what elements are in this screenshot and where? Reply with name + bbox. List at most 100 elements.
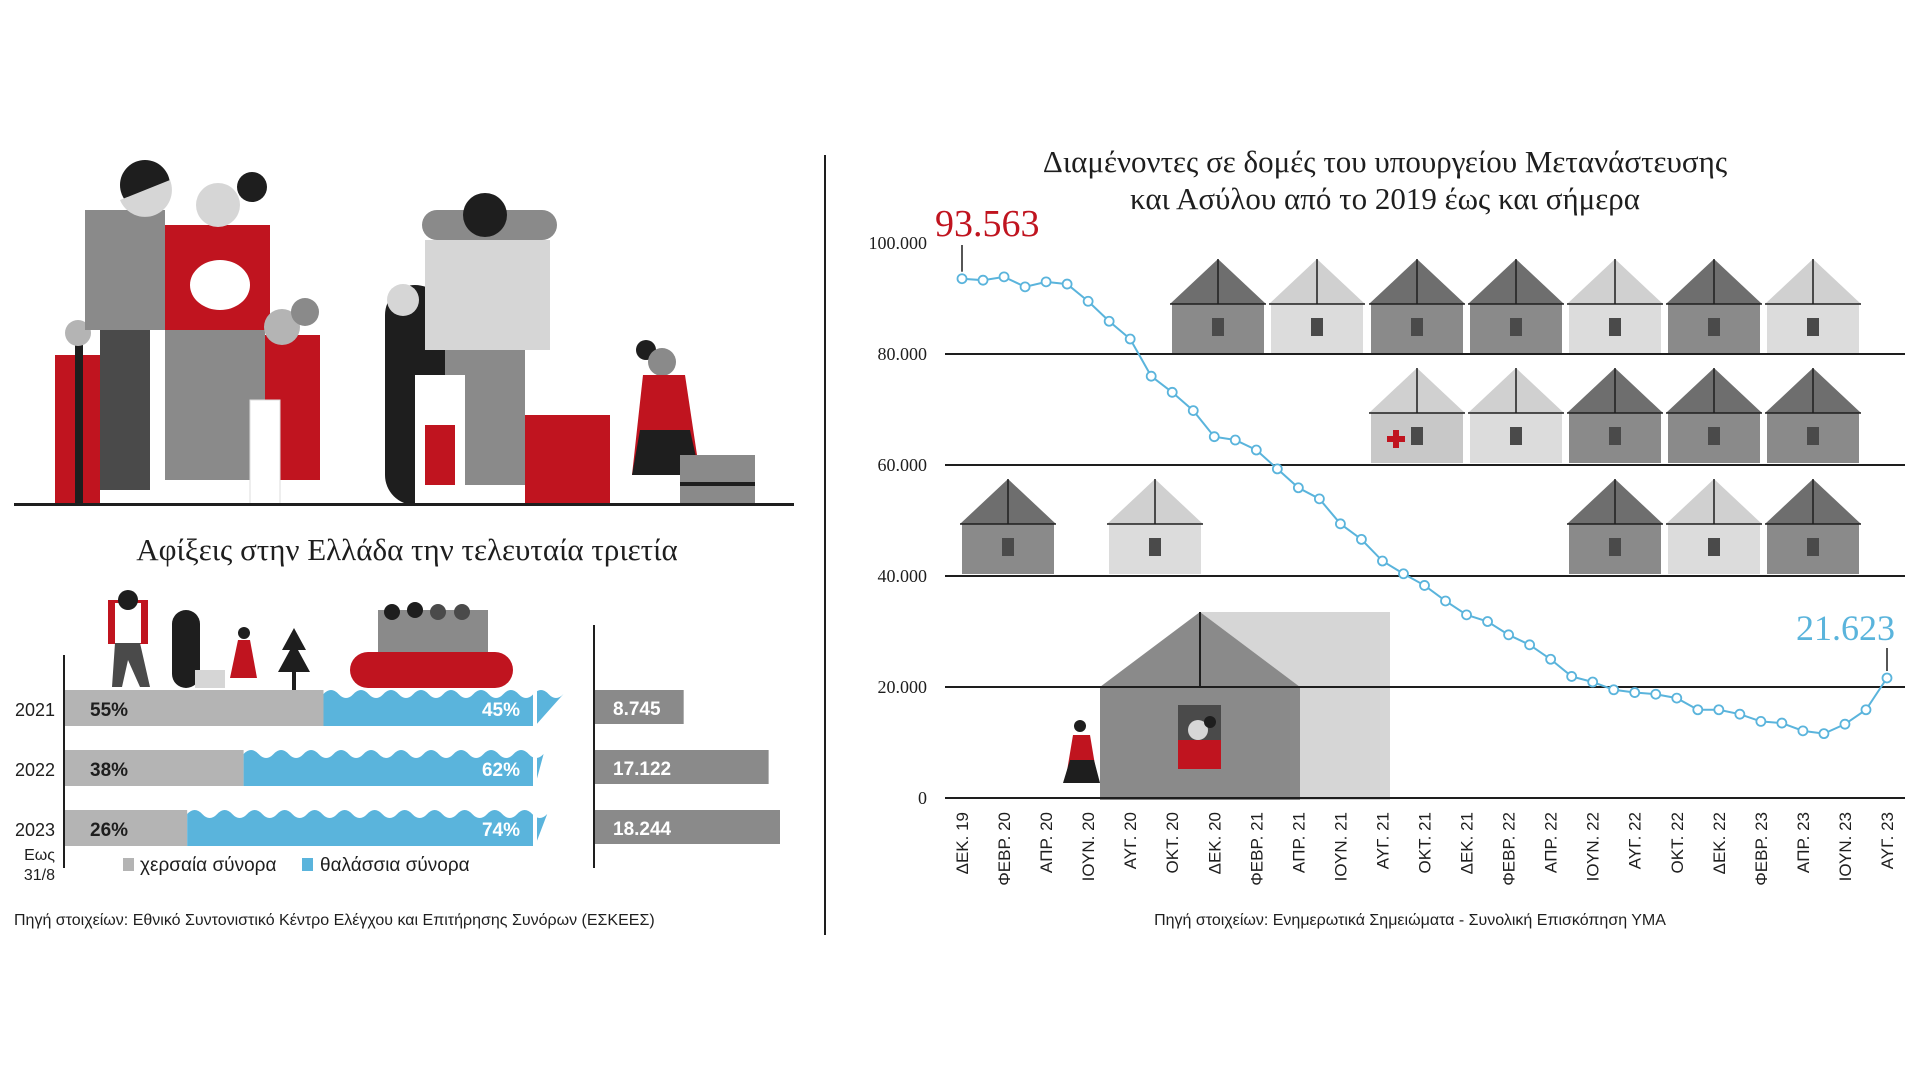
- house-door: [1510, 318, 1522, 336]
- x-tick-label: ΦΕΒΡ. 21: [1247, 812, 1266, 886]
- house-door: [1149, 538, 1161, 556]
- year-label: 2023: [15, 820, 55, 840]
- data-point: [1692, 704, 1704, 716]
- right-source: Πηγή στοιχείων: Ενημερωτικά Σημειώματα -…: [1154, 912, 1666, 929]
- x-tick-label: ΦΕΒΡ. 22: [1500, 812, 1519, 886]
- x-tick-label: ΟΚΤ. 22: [1668, 812, 1687, 873]
- x-tick-label: ΙΟΥΝ. 22: [1584, 812, 1603, 881]
- x-tick-label: ΑΥΓ. 23: [1878, 812, 1897, 869]
- x-tick-label: ΦΕΒΡ. 23: [1752, 812, 1771, 886]
- x-tick-label: ΔΕΚ. 19: [953, 812, 972, 874]
- bar-land: [65, 810, 188, 846]
- data-point: [1629, 687, 1641, 698]
- x-tick-label: ΑΥΓ. 20: [1121, 812, 1140, 869]
- data-point: [1145, 370, 1157, 382]
- x-tick-label: ΙΟΥΝ. 21: [1331, 812, 1350, 881]
- data-point: [1503, 629, 1514, 641]
- bar-end-mask: [533, 750, 537, 786]
- land-percent-label: 55%: [90, 700, 128, 721]
- data-point: [1208, 431, 1220, 443]
- sea-percent-label: 45%: [482, 700, 520, 721]
- x-tick-label: ΙΟΥΝ. 20: [1079, 812, 1098, 881]
- data-point: [1187, 405, 1199, 417]
- data-point: [1524, 639, 1536, 651]
- total-bar: [595, 750, 769, 784]
- data-point: [1818, 728, 1830, 740]
- house-door: [1708, 538, 1720, 556]
- data-point: [1103, 315, 1115, 327]
- data-point: [1545, 653, 1557, 665]
- data-point: [1755, 716, 1767, 727]
- data-point: [956, 273, 968, 285]
- x-tick-label: ΔΕΚ. 22: [1710, 812, 1729, 874]
- x-tick-label: ΑΠΡ. 20: [1037, 812, 1056, 873]
- family-illustration: [14, 160, 794, 506]
- y-tick-label: 40.000: [878, 566, 928, 586]
- x-tick-label: ΑΥΓ. 21: [1373, 812, 1392, 869]
- arrivals-bar-chart: Εως 31/8 χερσαία σύνορα θαλάσσια σύνορα …: [15, 625, 780, 884]
- total-bar: [595, 810, 780, 844]
- data-point: [977, 274, 989, 286]
- houses-illustration: [960, 259, 1861, 574]
- data-point: [1124, 333, 1136, 345]
- data-point: [1440, 595, 1451, 607]
- right-title-line2: και Ασύλου από το 2019 έως και σήμερα: [1130, 181, 1640, 216]
- data-point: [1377, 555, 1388, 567]
- right-title-line1: Διαμένοντες σε δομές του υπουργείου Μετα…: [1043, 144, 1727, 179]
- legend-sea: θαλάσσια σύνορα: [320, 855, 470, 876]
- house-door: [1411, 318, 1423, 336]
- red-cross-icon: [1387, 430, 1405, 448]
- house-door: [1807, 427, 1819, 445]
- data-point: [1671, 692, 1683, 704]
- border-icons: [108, 590, 513, 690]
- x-tick-label: ΟΚΤ. 21: [1416, 812, 1435, 873]
- house-door: [1708, 318, 1720, 336]
- data-point: [1061, 278, 1073, 290]
- data-point: [1166, 386, 1178, 398]
- house-door: [1807, 538, 1819, 556]
- bar-sea: [243, 750, 544, 786]
- x-tick-label: ΑΠΡ. 23: [1794, 812, 1813, 873]
- x-tick-label: ΦΕΒΡ. 20: [995, 812, 1014, 886]
- sea-percent-label: 74%: [482, 820, 520, 841]
- bar-land: [65, 750, 244, 786]
- x-tick-label: ΑΠΡ. 21: [1289, 812, 1308, 873]
- sea-percent-label: 62%: [482, 760, 520, 781]
- data-point: [1797, 725, 1809, 737]
- bar-land: [65, 690, 324, 726]
- legend-land: χερσαία σύνορα: [140, 855, 276, 876]
- data-point: [1040, 276, 1052, 288]
- land-percent-label: 38%: [90, 760, 128, 781]
- data-point: [1860, 704, 1872, 716]
- big-house-illustration: [1063, 612, 1390, 800]
- year-label: 2022: [15, 760, 55, 780]
- data-point: [1082, 295, 1094, 307]
- data-point: [1250, 444, 1262, 456]
- total-label: 8.745: [613, 699, 661, 720]
- legend-swatch-land: [123, 858, 134, 871]
- total-label: 17.122: [613, 759, 671, 780]
- house-door: [1212, 318, 1224, 336]
- house-door: [1807, 318, 1819, 336]
- data-point: [1419, 580, 1430, 591]
- data-point: [1313, 493, 1325, 505]
- y-tick-label: 60.000: [878, 455, 928, 475]
- data-point: [1608, 684, 1620, 696]
- bar-end-mask: [533, 810, 537, 846]
- bar-sea: [323, 690, 564, 726]
- y-tick-label: 80.000: [878, 344, 928, 364]
- last-value-label: 21.623: [1796, 608, 1895, 648]
- data-point: [1398, 568, 1409, 580]
- house-door: [1609, 538, 1621, 556]
- house-door: [1002, 538, 1014, 556]
- house-door: [1411, 427, 1423, 445]
- bar-end-mask: [533, 690, 537, 726]
- house-door: [1708, 427, 1720, 445]
- x-tick-label: ΙΟΥΝ. 23: [1836, 812, 1855, 881]
- data-point: [1356, 533, 1367, 545]
- x-tick-label: ΔΕΚ. 21: [1458, 812, 1477, 874]
- house-door: [1609, 427, 1621, 445]
- data-point: [998, 271, 1010, 283]
- data-point: [1881, 672, 1893, 684]
